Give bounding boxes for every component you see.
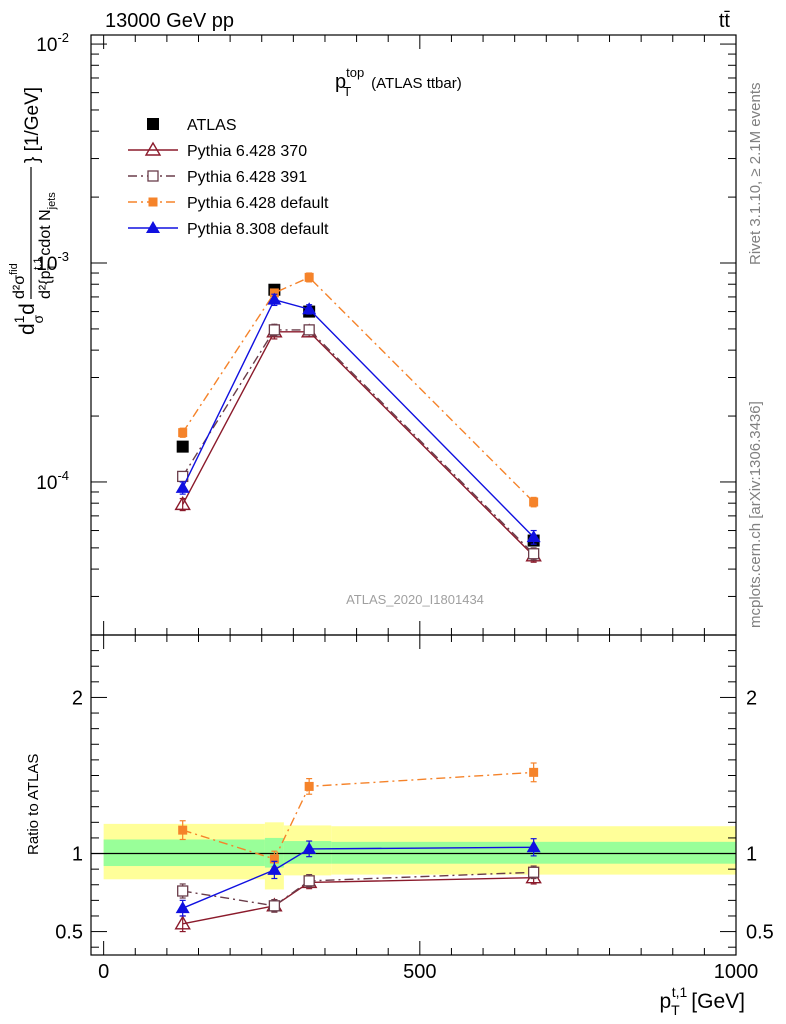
legend-marker: [147, 118, 159, 130]
main-series-1-line: [182, 331, 535, 557]
ratio-y-axis-label: Ratio to ATLAS: [25, 754, 42, 855]
ratio-series-3-point: [302, 841, 317, 854]
main-y-tick-label: 10-3: [36, 249, 69, 275]
ratio-series-1-line: [182, 871, 534, 907]
main-series-3-line: [182, 276, 535, 503]
ratio-series-0-point: [174, 915, 191, 930]
x-tick-label: 0: [98, 961, 109, 983]
ratio-series-3-point: [175, 901, 190, 914]
main-series-4: [175, 292, 541, 545]
main-series-2-line: [182, 329, 535, 555]
main-series-3-point: [178, 428, 188, 438]
ratio-y-tick-label-left: 1: [72, 844, 83, 866]
x-tick-label: 500: [403, 961, 436, 983]
ratio-series-2-point: [529, 767, 539, 777]
legend-marker: [146, 221, 160, 233]
main-series-3-point: [304, 272, 314, 282]
ratio-series-2-point: [304, 781, 314, 791]
main-y-axis-label: d1 σd d²σfid d²{pTt,1cdot Njets } [1/GeV]: [8, 87, 58, 335]
ratio-series-1-point: [303, 875, 315, 887]
legend-label: Pythia 6.428 391: [187, 169, 307, 186]
x-tick-label: 1000: [714, 961, 759, 983]
source-site-label: mcplots.cern.ch [arXiv:1306.3436]: [747, 401, 764, 628]
legend-item: Pythia 8.308 default: [128, 221, 329, 238]
rivet-version-label: Rivet 3.1.10, ≥ 2.1M events: [747, 83, 764, 266]
legend-item: Pythia 6.428 391: [128, 169, 307, 186]
svg-text:d²{pTt,1cdot Njets: d²{pTt,1cdot Njets: [32, 192, 58, 299]
x-axis-label: pTt,1 [GeV]: [659, 984, 745, 1018]
main-series-3: [178, 272, 539, 508]
ratio-y-tick-label-left: 0.5: [55, 922, 83, 944]
legend: ATLAS Pythia 6.428 370 Pythia 6.428 391 Pyt…: [128, 117, 329, 238]
legend-marker: [148, 197, 158, 207]
ratio-series-2-point: [269, 854, 279, 864]
ratio-uncertainty-band-inner: [103, 839, 265, 867]
legend-marker: [144, 141, 162, 156]
main-plot-area: 10-2 10-3 10-4: [36, 30, 737, 636]
ratio-y-tick-label-right: 1: [746, 844, 757, 866]
main-series-2-point: [527, 548, 540, 560]
ratio-plot-area: 0.5 0.5 1 1 2 2 0 500 1000: [55, 634, 774, 983]
ratio-series-3-point: [526, 840, 541, 853]
legend-marker: [147, 170, 159, 182]
svg-text:} [1/GeV]: } [1/GeV]: [22, 87, 43, 163]
legend-label: ATLAS: [187, 117, 237, 134]
main-y-tick-label: 10-2: [36, 30, 69, 56]
main-series-0-point: [176, 440, 189, 453]
ratio-series-1: [177, 865, 540, 913]
svg-text:d²σfid: d²σfid: [8, 263, 28, 299]
legend-label: Pythia 8.308 default: [187, 221, 329, 238]
ratio-y-tick-label-left: 2: [72, 687, 83, 709]
ratio-plot-frame: [90, 634, 737, 956]
plot-title: ptop T (ATLAS ttbar): [335, 65, 462, 99]
ratio-series-1-point: [268, 900, 281, 912]
main-series-4-point: [267, 292, 282, 305]
legend-item: Pythia 6.428 370: [128, 141, 307, 160]
legend-item: ATLAS: [147, 117, 237, 134]
ratio-series-1-point: [527, 866, 540, 878]
main-series-2-point: [268, 324, 281, 336]
main-series-4-line: [182, 298, 535, 538]
ratio-series-3: [175, 838, 541, 917]
ratio-series-0-line: [182, 877, 534, 925]
main-series-1-point: [174, 495, 191, 511]
analysis-id-label: ATLAS_2020_I1801434: [346, 592, 484, 607]
ratio-series-1-point: [177, 885, 189, 897]
main-series-3-point: [529, 497, 539, 507]
process-label: 13000 GeV pp: [105, 10, 234, 32]
ratio-series-3-line: [182, 846, 534, 909]
legend-label: Pythia 6.428 370: [187, 143, 307, 160]
main-series-2-point: [303, 324, 315, 336]
main-series-4-point: [526, 530, 541, 543]
main-series-4-point: [302, 302, 317, 315]
ratio-series-0: [174, 869, 542, 933]
ratio-y-tick-label-right: 0.5: [746, 922, 774, 944]
main-series-1: [174, 323, 542, 563]
main-series-4-point: [175, 480, 190, 493]
ratio-series-3-point: [267, 862, 282, 875]
legend-item: Pythia 6.428 default: [128, 195, 329, 212]
ratio-series-2-point: [178, 825, 188, 835]
final-state-label: tt̄: [719, 10, 731, 32]
legend-label: Pythia 6.428 default: [187, 195, 329, 212]
ratio-series-2-line: [182, 771, 534, 860]
ratio-y-tick-label-right: 2: [746, 687, 757, 709]
main-y-tick-label: 10-4: [36, 468, 69, 494]
